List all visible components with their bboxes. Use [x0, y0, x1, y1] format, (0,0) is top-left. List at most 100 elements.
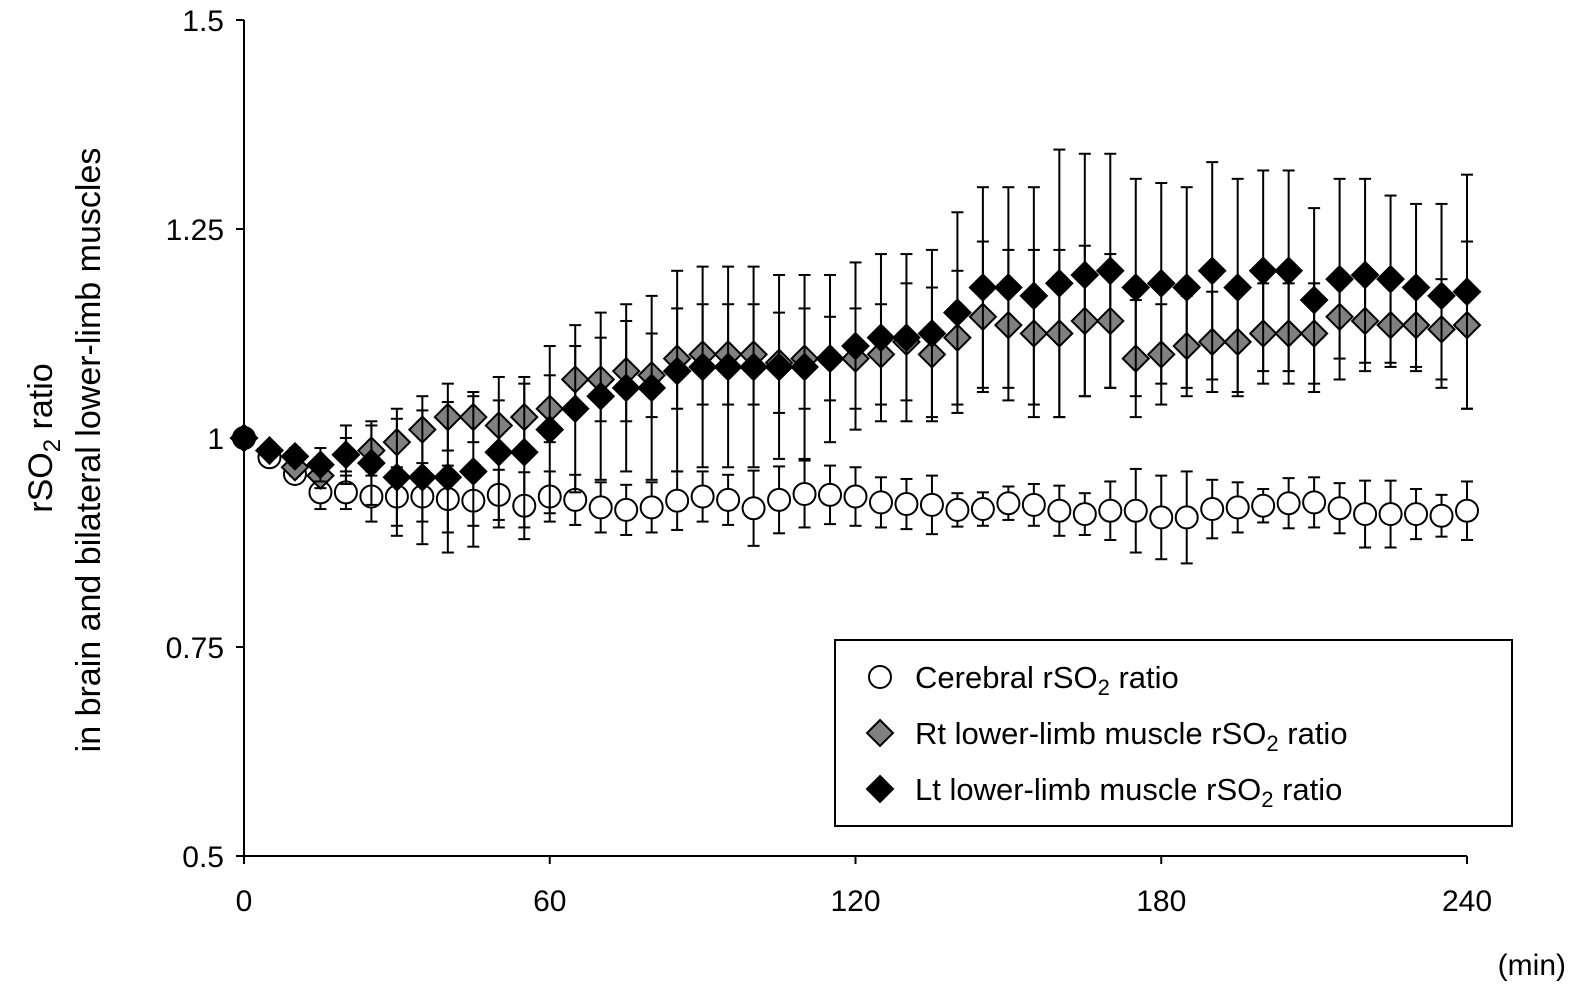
x-tick-label: 120 — [830, 885, 880, 918]
data-point — [968, 273, 998, 302]
data-point — [331, 440, 361, 470]
data-point — [1021, 492, 1046, 517]
data-point — [790, 352, 819, 382]
data-point — [1452, 277, 1482, 307]
data-point — [917, 319, 947, 348]
data-point — [458, 457, 488, 486]
data-point — [945, 497, 970, 522]
data-point — [560, 394, 590, 424]
data-point — [1427, 281, 1456, 311]
x-tick-label: 0 — [236, 885, 253, 918]
data-point — [1378, 502, 1403, 527]
data-point — [764, 352, 794, 382]
data-point — [716, 487, 741, 512]
data-point — [484, 437, 514, 467]
data-point — [1172, 273, 1202, 302]
data-point — [1274, 256, 1304, 286]
data-point — [1248, 256, 1278, 286]
data-point — [1429, 503, 1454, 528]
data-point — [1276, 491, 1301, 516]
data-point — [996, 491, 1021, 516]
y-tick-label: 0.75 — [166, 632, 224, 665]
data-point — [894, 492, 919, 517]
data-point — [1325, 264, 1355, 294]
data-point — [1401, 273, 1431, 302]
legend-marker-1 — [868, 665, 892, 689]
axes: 0.5 0.75 1 1.25 1.5 0 60 120 180 240 — [166, 5, 1492, 918]
series-1 — [232, 426, 1479, 565]
series-layer — [229, 148, 1482, 565]
data-point — [280, 441, 310, 471]
data-point — [1302, 490, 1327, 515]
data-point — [535, 415, 565, 445]
data-point — [637, 373, 667, 403]
legend-marker-2 — [865, 718, 895, 748]
data-point — [1376, 264, 1405, 294]
data-point — [741, 496, 766, 521]
data-point — [382, 462, 412, 492]
data-point — [614, 497, 639, 522]
data-point — [1404, 502, 1429, 527]
data-point — [690, 484, 715, 509]
data-point — [841, 331, 870, 361]
data-point — [1174, 505, 1199, 530]
data-point — [255, 436, 284, 465]
data-point — [1353, 502, 1378, 527]
data-point — [229, 423, 259, 453]
data-point — [662, 356, 692, 386]
legend-label-3: Lt lower-limb muscle rSO2 ratio — [915, 772, 1342, 812]
y-axis-label-line1: rSO2 ratio — [22, 363, 66, 512]
data-point — [919, 492, 944, 517]
data-point — [588, 495, 613, 520]
data-point — [843, 484, 868, 509]
series-3 — [229, 148, 1482, 554]
y-tick-label: 1.5 — [182, 5, 224, 38]
x-tick-label: 60 — [533, 885, 566, 918]
x-tick-label: 180 — [1136, 885, 1186, 918]
y-tick-label: 1.25 — [166, 214, 224, 247]
y-axis-label: rSO2 ratio in brain and bilateral lower-… — [22, 148, 108, 753]
legend-label-2: Rt lower-limb muscle rSO2 ratio — [915, 716, 1348, 756]
data-point — [688, 352, 718, 382]
data-point — [611, 373, 641, 403]
data-point — [892, 323, 921, 353]
data-point — [818, 482, 843, 507]
data-point — [739, 352, 768, 382]
data-point — [1121, 273, 1151, 302]
data-point — [356, 448, 386, 478]
legend: Cerebral rSO2 ratio Rt lower-limb muscle … — [834, 639, 1513, 827]
data-point — [1149, 505, 1174, 530]
data-point — [1095, 256, 1125, 286]
data-point — [1047, 498, 1072, 523]
data-point — [1044, 268, 1074, 298]
data-point — [1223, 273, 1253, 302]
data-point — [1070, 260, 1100, 290]
data-point — [1098, 498, 1123, 523]
data-point — [665, 488, 690, 513]
data-point — [306, 450, 335, 480]
data-point — [1146, 268, 1176, 298]
data-point — [767, 487, 792, 512]
data-point — [868, 490, 893, 515]
data-point — [1123, 498, 1148, 523]
y-axis-label-line2: in brain and bilateral lower-limb muscle… — [70, 148, 108, 753]
data-point — [792, 482, 817, 507]
data-point — [1019, 281, 1049, 311]
data-point — [1251, 493, 1276, 518]
legend-box — [834, 639, 1513, 827]
data-point — [1299, 285, 1329, 315]
data-point — [993, 273, 1023, 302]
data-point — [1225, 495, 1250, 520]
data-point — [407, 462, 437, 492]
data-point — [639, 495, 664, 520]
data-point — [815, 344, 845, 373]
data-point — [1072, 502, 1097, 527]
data-point — [509, 437, 539, 467]
data-point — [1200, 497, 1225, 522]
data-point — [1350, 260, 1380, 290]
data-point — [1327, 496, 1352, 521]
legend-marker-3 — [865, 774, 895, 804]
y-tick-label: 1 — [207, 423, 224, 456]
data-point — [433, 462, 463, 492]
